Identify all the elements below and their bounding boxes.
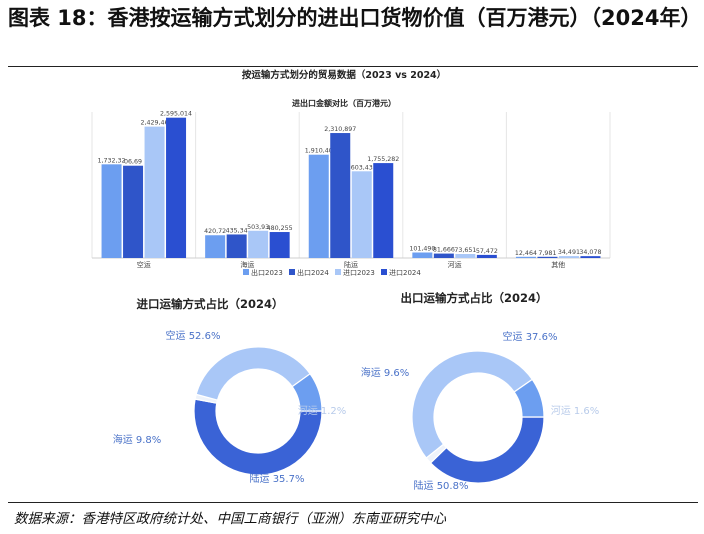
x-tick-label: 空运 bbox=[137, 260, 151, 269]
bar bbox=[476, 254, 497, 258]
bar-chart-subtitle: 进出口金额对比（百万港元） bbox=[292, 98, 396, 108]
bar bbox=[144, 126, 165, 258]
data-label: 435,34 bbox=[226, 227, 248, 234]
data-label: 603,43 bbox=[351, 164, 373, 171]
donut-slice bbox=[195, 346, 311, 401]
legend-label: 出口2024 bbox=[297, 268, 329, 277]
data-label: 101,490 bbox=[409, 246, 435, 253]
bar bbox=[269, 232, 290, 258]
pie-export-title: 出口运输方式占比（2024） bbox=[400, 291, 547, 305]
donut-charts: 空运 52.6% 河运 1.2% 陆运 35.7% 海运 9.8% 空运 37.6% 河运… bbox=[113, 329, 600, 492]
bar bbox=[205, 235, 226, 258]
donut-label: 海运 9.6% bbox=[361, 366, 410, 379]
data-label: 2,595,014 bbox=[160, 111, 192, 118]
bar bbox=[101, 164, 122, 258]
data-label: 57,472 bbox=[476, 248, 498, 255]
bar bbox=[537, 256, 558, 258]
donut-label: 河运 1.6% bbox=[551, 405, 600, 417]
data-label: 2,429,46 bbox=[141, 120, 169, 127]
legend-swatch bbox=[335, 269, 341, 275]
x-tick-label: 陆运 bbox=[344, 260, 358, 269]
data-label: 34,078 bbox=[579, 249, 601, 256]
bar bbox=[373, 163, 394, 258]
legend-label: 进口2024 bbox=[389, 269, 421, 277]
pie-import-title: 进口运输方式占比（2024） bbox=[136, 297, 283, 311]
legend-label: 进口2023 bbox=[343, 269, 375, 277]
footer-divider bbox=[8, 502, 698, 503]
legend-swatch bbox=[243, 269, 249, 275]
x-tick-label: 海运 bbox=[240, 260, 254, 269]
bar bbox=[330, 133, 351, 258]
title-divider bbox=[8, 66, 698, 67]
donut-label: 陆运 50.8% bbox=[414, 479, 469, 492]
donut-slice bbox=[513, 378, 545, 418]
bar bbox=[558, 256, 579, 258]
data-label: 81,666 bbox=[433, 247, 455, 254]
donut-slice bbox=[193, 398, 323, 476]
donut-slice bbox=[411, 350, 534, 459]
donut-label: 海运 9.8% bbox=[113, 433, 162, 446]
data-label: 480,255 bbox=[267, 225, 293, 232]
bar bbox=[226, 234, 247, 258]
bar-legend: 出口2023 出口2024 进口2023 进口2024 bbox=[243, 268, 421, 277]
bar bbox=[455, 254, 476, 258]
source-note: 数据来源：香港特区政府统计处、中国工商银行（亚洲）东南亚研究中心 bbox=[14, 511, 446, 527]
data-label: 73,651 bbox=[454, 247, 476, 254]
data-label: 2,310,897 bbox=[324, 126, 356, 133]
data-label: 7,981 bbox=[538, 250, 556, 257]
bar bbox=[166, 117, 187, 258]
donut-slice bbox=[291, 372, 323, 412]
donut-label: 空运 52.6% bbox=[166, 329, 221, 342]
bar bbox=[515, 256, 536, 258]
bar bbox=[123, 165, 144, 258]
data-label: 1,732,32 bbox=[98, 157, 126, 164]
data-label: 34,491 bbox=[558, 249, 580, 256]
data-label: 420,72 bbox=[204, 228, 226, 235]
bar bbox=[248, 230, 269, 258]
donut-label: 河运 1.2% bbox=[298, 405, 347, 417]
bar bbox=[412, 252, 433, 258]
data-label: 1,755,282 bbox=[367, 156, 399, 163]
donut-label: 空运 37.6% bbox=[503, 330, 558, 343]
page-title: 图表 18：香港按运输方式划分的进出口货物价值（百万港元）（2024年） bbox=[8, 6, 702, 30]
legend-swatch bbox=[289, 269, 295, 275]
donut-label: 陆运 35.7% bbox=[250, 472, 305, 485]
data-label: 06,69 bbox=[124, 159, 142, 166]
bar-chart-title: 按运输方式划分的贸易数据（2023 vs 2024） bbox=[242, 69, 446, 81]
bar bbox=[433, 253, 454, 258]
bar bbox=[351, 171, 372, 258]
data-label: 12,464 bbox=[515, 250, 537, 257]
data-label: 503,93 bbox=[247, 224, 269, 231]
data-label: 1,910,40 bbox=[305, 148, 333, 155]
x-tick-label: 河运 bbox=[448, 261, 462, 269]
x-tick-label: 其他 bbox=[551, 260, 565, 269]
bar bbox=[308, 154, 329, 258]
donut-slice bbox=[429, 416, 545, 484]
bar bbox=[580, 256, 601, 258]
legend-label: 出口2023 bbox=[251, 268, 283, 277]
legend-swatch bbox=[381, 269, 387, 275]
